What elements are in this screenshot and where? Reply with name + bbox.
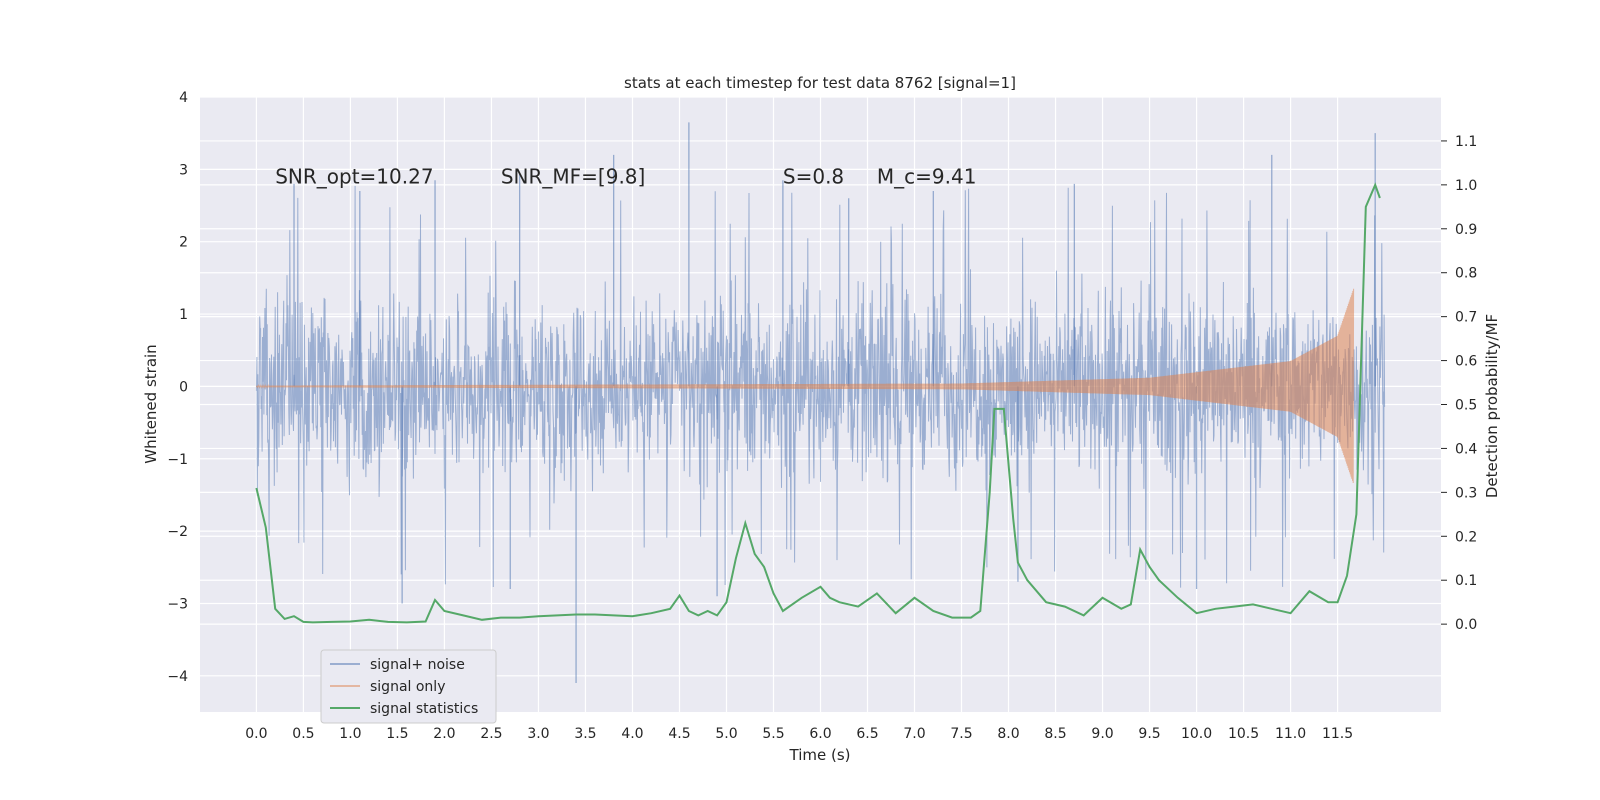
x-tick-label: 2.0 [433, 726, 455, 742]
x-tick-label: 7.0 [903, 726, 925, 742]
y-right-tick-label: 0.1 [1455, 573, 1477, 589]
x-tick-label: 0.0 [245, 726, 267, 742]
x-tick-label: 9.0 [1091, 726, 1113, 742]
x-axis-ticks: 0.0 0.5 1.0 1.5 2.0 2.5 3.0 3.5 4.0 4.5 5.0 5.5 6.0 6… [245, 726, 1353, 742]
legend-label-signal-noise: signal+ noise [370, 657, 465, 673]
x-tick-label: 5.5 [762, 726, 784, 742]
grid [200, 96, 1441, 712]
annotation-2: S=0.8 [783, 165, 844, 189]
y-left-axis-label: Whitened strain [142, 344, 160, 463]
y-right-tick-label: 0.0 [1455, 617, 1477, 633]
signal-statistics-series [255, 182, 1381, 624]
x-axis-label: Time (s) [789, 746, 851, 764]
y-right-tick-label: 0.4 [1455, 441, 1477, 457]
x-tick-label: 1.0 [339, 726, 361, 742]
y-left-tick-label: −3 [167, 596, 188, 612]
y-left-tick-label: 1 [179, 307, 188, 323]
x-tick-label: 11.5 [1322, 726, 1353, 742]
annotation-1: SNR_MF=[9.8] [501, 165, 645, 189]
y-left-tick-label: 0 [179, 379, 188, 395]
y-right-tick-label: 0.2 [1455, 529, 1477, 545]
x-tick-label: 10.0 [1181, 726, 1212, 742]
x-tick-label: 1.5 [386, 726, 408, 742]
y-right-tick-label: 0.8 [1455, 266, 1477, 282]
chart-title: stats at each timestep for test data 876… [624, 74, 1016, 92]
signal-only-line [255, 288, 1355, 484]
y-right-axis-label: Detection probability/MF [1483, 314, 1501, 498]
x-tick-label: 0.5 [292, 726, 314, 742]
legend-label-signal-only: signal only [370, 679, 445, 695]
signal-statistics-line [255, 182, 1381, 624]
y-right-tick-label: 1.0 [1455, 178, 1477, 194]
y-left-tick-label: −4 [167, 669, 188, 685]
y-right-tick-label: 0.3 [1455, 485, 1477, 501]
y-left-axis-ticks: −4 −3 −2 −1 0 1 2 3 4 [167, 90, 188, 685]
x-tick-label: 6.0 [809, 726, 831, 742]
annotation-3: M_c=9.41 [877, 165, 977, 189]
signal-noise-series [255, 122, 1386, 684]
legend-box [320, 649, 497, 724]
x-tick-label: 6.5 [856, 726, 878, 742]
x-tick-label: 8.5 [1044, 726, 1066, 742]
y-right-tick-label: 0.9 [1455, 222, 1477, 238]
x-tick-label: 9.5 [1138, 726, 1160, 742]
legend-label-signal-statistics: signal statistics [370, 701, 478, 717]
y-left-tick-label: −1 [167, 452, 188, 468]
y-left-tick-label: −2 [167, 524, 188, 540]
signal-only-series [255, 288, 1355, 484]
x-tick-label: 7.5 [950, 726, 972, 742]
x-tick-label: 2.5 [480, 726, 502, 742]
y-right-axis-ticks: 0.0 0.1 0.2 0.3 0.4 0.5 0.6 0.7 0.8 0.9 1.0 1.1 [1441, 134, 1477, 633]
y-right-tick-label: 0.5 [1455, 398, 1477, 414]
annotations: SNR_opt=10.27 SNR_MF=[9.8] S=0.8 M_c=9.41 [275, 165, 976, 189]
x-tick-label: 4.0 [621, 726, 643, 742]
y-left-tick-label: 2 [179, 235, 188, 251]
annotation-0: SNR_opt=10.27 [275, 165, 433, 189]
legend: signal+ noise signal only signal statist… [320, 649, 497, 724]
x-tick-label: 10.5 [1228, 726, 1259, 742]
x-tick-label: 5.0 [715, 726, 737, 742]
x-tick-label: 8.0 [997, 726, 1019, 742]
y-right-tick-label: 0.6 [1455, 354, 1477, 370]
y-left-tick-label: 4 [179, 90, 188, 106]
y-right-tick-label: 1.1 [1455, 134, 1477, 150]
y-left-tick-label: 3 [179, 162, 188, 178]
x-tick-label: 4.5 [668, 726, 690, 742]
y-right-tick-label: 0.7 [1455, 310, 1477, 326]
x-tick-label: 3.5 [574, 726, 596, 742]
x-tick-label: 3.0 [527, 726, 549, 742]
x-tick-label: 11.0 [1275, 726, 1306, 742]
